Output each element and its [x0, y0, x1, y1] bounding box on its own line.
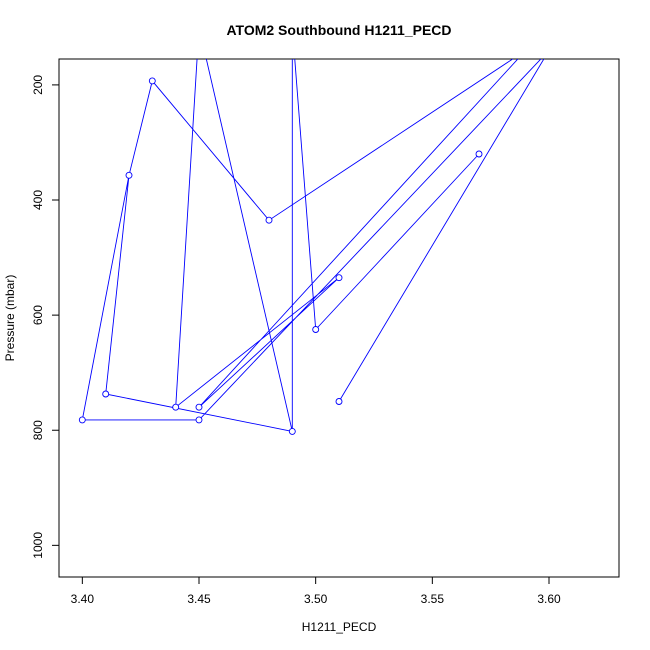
x-axis: 3.40 3.45 3.50 3.55 3.60 — [71, 576, 561, 606]
data-point-7 — [102, 390, 110, 398]
x-axis-label: H1211_PECD — [302, 620, 377, 634]
data-point-11 — [195, 403, 203, 411]
y-axis-label: Pressure (mbar) — [3, 275, 17, 362]
data-point-12 — [288, 427, 296, 435]
data-point-9 — [195, 416, 203, 424]
y-axis: 200 400 600 800 1000 — [31, 75, 60, 559]
plot-area — [78, 59, 545, 435]
data-point-6 — [125, 171, 133, 179]
data-point-2 — [312, 326, 320, 333]
y-tick-label-2: 600 — [31, 305, 45, 325]
data-point-0 — [335, 398, 343, 405]
data-point-4 — [265, 216, 273, 224]
chart-title: ATOM2 Southbound H1211_PECD — [226, 22, 451, 38]
series-line — [81, 59, 545, 432]
x-tick-label-0: 3.40 — [71, 592, 95, 606]
y-tick-label-3: 800 — [31, 420, 45, 440]
data-point-10 — [172, 403, 180, 411]
data-point-1 — [475, 150, 483, 158]
y-tick-label-1: 400 — [31, 190, 45, 210]
y-tick-label-4: 1000 — [31, 532, 45, 559]
data-point-5 — [148, 77, 156, 85]
plot-frame — [58, 58, 620, 578]
x-tick-label-1: 3.45 — [187, 592, 211, 606]
data-point-3 — [335, 274, 343, 282]
y-tick-label-0: 200 — [31, 75, 45, 95]
x-tick-label-4: 3.60 — [537, 592, 561, 606]
series-lines — [81, 59, 545, 432]
x-tick-label-3: 3.55 — [421, 592, 445, 606]
series-markers — [78, 77, 483, 435]
data-point-8 — [78, 416, 86, 424]
x-tick-label-2: 3.50 — [304, 592, 328, 606]
